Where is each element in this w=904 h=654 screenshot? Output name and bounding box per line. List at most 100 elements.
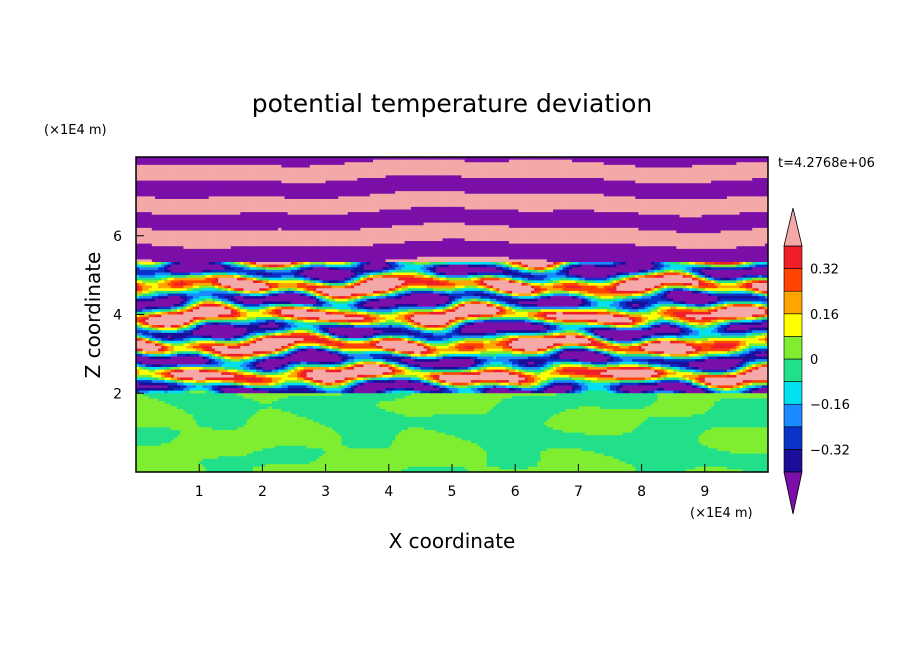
field-cell: [246, 167, 251, 171]
field-cell: [142, 157, 147, 161]
field-cell: [486, 159, 491, 163]
field-cell: [186, 164, 191, 169]
field-cell: [369, 164, 374, 169]
field-cell: [414, 159, 418, 163]
field-cell: [429, 164, 434, 169]
field-cell: [543, 162, 548, 166]
field-cell: [480, 157, 485, 161]
field-cell: [670, 157, 674, 161]
field-cell: [695, 157, 700, 161]
field-cell: [246, 157, 251, 161]
field-cell: [180, 170, 184, 174]
field-cell: [461, 164, 466, 169]
field-cell: [259, 159, 263, 163]
field-cell: [395, 162, 399, 166]
field-cell: [379, 167, 384, 171]
field-cell: [764, 164, 768, 169]
field-cell: [154, 159, 159, 163]
field-cell: [442, 159, 447, 163]
field-cell: [379, 164, 384, 169]
field-cell: [281, 157, 286, 161]
field-cell: [249, 164, 254, 169]
field-cell: [154, 162, 159, 166]
field-cell: [297, 159, 301, 163]
field-cell: [398, 157, 403, 161]
field-cell: [401, 162, 406, 166]
field-cell: [755, 157, 760, 161]
field-cell: [139, 162, 143, 166]
field-cell: [657, 162, 662, 166]
field-cell: [328, 167, 333, 171]
field-cell: [502, 164, 507, 169]
field-cell: [224, 164, 229, 169]
field-cell: [486, 162, 491, 166]
field-cell: [745, 159, 750, 163]
field-cell: [565, 157, 570, 161]
field-cell: [733, 159, 737, 163]
field-cell: [287, 157, 292, 161]
field-cell: [726, 157, 731, 161]
field-cell: [455, 157, 459, 161]
field-cell: [622, 159, 627, 163]
field-cell: [366, 157, 371, 161]
field-cell: [534, 167, 538, 171]
field-cell: [208, 167, 213, 171]
field-cell: [726, 159, 731, 163]
field-cell: [474, 162, 478, 166]
field-cell: [306, 164, 311, 169]
field-cell: [638, 162, 643, 166]
field-cell: [366, 167, 371, 171]
field-cell: [148, 159, 153, 163]
field-cell: [335, 167, 339, 171]
field-cell: [306, 167, 311, 171]
field-cell: [549, 162, 554, 166]
field-cell: [502, 159, 507, 163]
field-cell: [202, 159, 207, 163]
field-cell: [726, 167, 731, 171]
field-cell: [256, 159, 260, 163]
field-cell: [426, 157, 431, 161]
field-cell: [199, 164, 203, 169]
field-cell: [366, 162, 371, 166]
field-cell: [391, 157, 396, 161]
field-cell: [578, 159, 583, 163]
field-cell: [499, 167, 504, 171]
field-cell: [271, 164, 276, 169]
field-cell: [237, 167, 241, 171]
field-cell: [167, 159, 172, 163]
field-cell: [543, 157, 548, 161]
field-cell: [707, 157, 712, 161]
field-cell: [527, 162, 532, 166]
field-cell: [654, 162, 658, 166]
field-cell: [177, 159, 181, 163]
field-cell: [553, 164, 557, 169]
field-cell: [521, 157, 526, 161]
field-cell: [139, 170, 143, 174]
field-cell: [338, 164, 342, 169]
field-cell: [360, 167, 365, 171]
field-cell: [660, 167, 665, 171]
field-cell: [553, 162, 557, 166]
field-cell: [373, 159, 377, 163]
field-cell: [701, 162, 706, 166]
field-cell: [303, 159, 308, 163]
field-cell: [300, 159, 305, 163]
field-cell: [587, 167, 592, 171]
field-cell: [714, 164, 719, 169]
field-cell: [543, 159, 548, 163]
field-cell: [205, 159, 210, 163]
field-cell: [158, 170, 162, 174]
field-cell: [224, 157, 229, 161]
field-cell: [676, 164, 681, 169]
field-cell: [233, 162, 238, 166]
field-cell: [562, 159, 567, 163]
field-cell: [322, 157, 327, 161]
field-cell: [303, 157, 308, 161]
field-cell: [641, 164, 646, 169]
field-cell: [309, 167, 314, 171]
field-cell: [730, 162, 734, 166]
field-cell: [350, 164, 355, 169]
field-cell: [584, 159, 589, 163]
field-cell: [325, 167, 330, 171]
field-cell: [360, 157, 365, 161]
